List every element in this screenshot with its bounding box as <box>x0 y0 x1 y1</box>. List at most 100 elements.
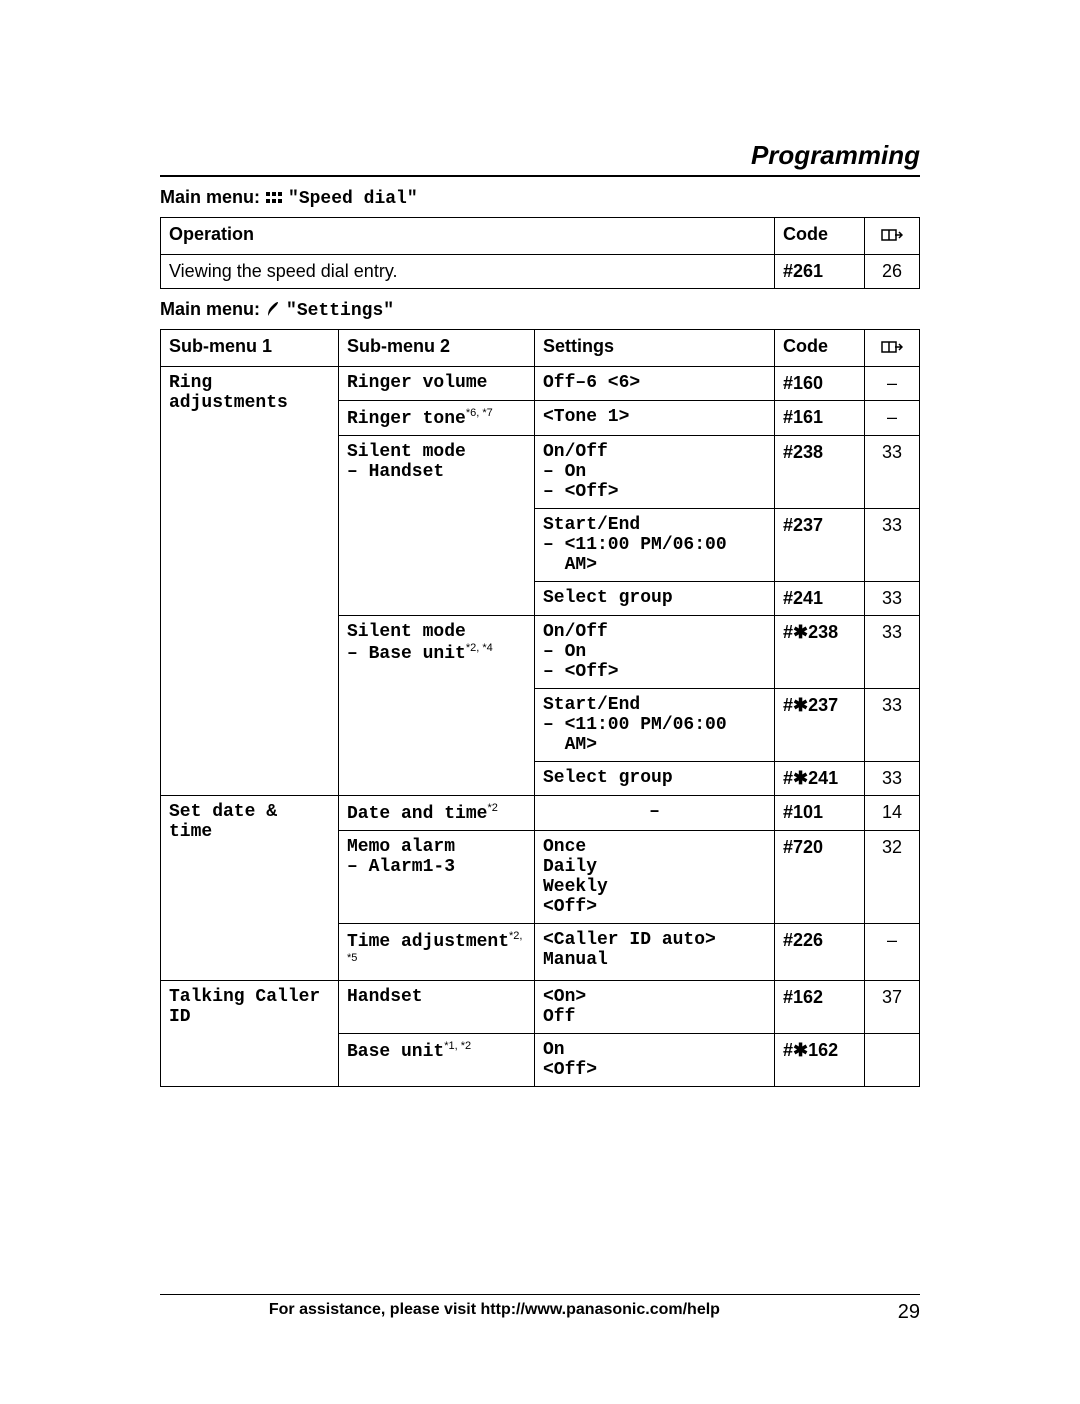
s-l3: AM> <box>543 735 597 755</box>
settings-cell: On/Off – On – <Off> <box>535 436 775 509</box>
s-l1: <On> <box>543 987 586 1007</box>
col-code: Code <box>775 218 865 255</box>
table-row: Set date & time Date and time*2 – #101 1… <box>161 796 920 831</box>
settings-cell: Start/End – <11:00 PM/06:00 AM> <box>535 509 775 582</box>
sm2-l2: – Handset <box>347 462 444 482</box>
table-row: Talking Caller ID Handset <On> Off #162 … <box>161 981 920 1034</box>
settings-cell: Select group <box>535 582 775 616</box>
s-l2: Manual <box>543 950 608 970</box>
footnote-ref: *6, *7 <box>466 407 493 419</box>
col-page-icon <box>865 218 920 255</box>
sm2-l1: Silent mode <box>347 442 466 462</box>
s-l2: Daily <box>543 857 597 877</box>
section-title: Programming <box>160 140 920 177</box>
table-header-row: Operation Code <box>161 218 920 255</box>
code-cell: #✱237 <box>775 689 865 762</box>
code-cell: #101 <box>775 796 865 831</box>
table-header-row: Sub-menu 1 Sub-menu 2 Settings Code <box>161 330 920 367</box>
page-number: 29 <box>898 1301 920 1324</box>
settings-cell: On <Off> <box>535 1034 775 1087</box>
s-l2: – On <box>543 462 586 482</box>
s-l1: On/Off <box>543 442 608 462</box>
settings-cell: – <box>535 796 775 831</box>
page-ref-icon <box>881 227 903 248</box>
op-cell: Viewing the speed dial entry. <box>161 255 775 289</box>
code-cell: #✱238 <box>775 616 865 689</box>
page-cell: 33 <box>865 616 920 689</box>
sm1-cell: Set date & time <box>161 796 339 981</box>
settings-cell: <Tone 1> <box>535 401 775 436</box>
code-cell: #237 <box>775 509 865 582</box>
page-cell: 33 <box>865 582 920 616</box>
sm1-cell: Talking Caller ID <box>161 981 339 1087</box>
footer-assistance-text: For assistance, please visit http://www.… <box>160 1301 829 1319</box>
page-cell: 14 <box>865 796 920 831</box>
settings-table: Sub-menu 1 Sub-menu 2 Settings Code Ring… <box>160 329 920 1087</box>
code-cell: #160 <box>775 367 865 401</box>
sm2-cell: Silent mode – Handset <box>339 436 535 616</box>
settings-cell: Off–6 <6> <box>535 367 775 401</box>
sm2-cell: Handset <box>339 981 535 1034</box>
code-cell: #226 <box>775 924 865 981</box>
sm2-cell: Ringer volume <box>339 367 535 401</box>
page-cell: 33 <box>865 689 920 762</box>
sm2-cell: Time adjustment*2, *5 <box>339 924 535 981</box>
code-cell: #238 <box>775 436 865 509</box>
sm2-text: Date and time <box>347 804 487 824</box>
col-code: Code <box>775 330 865 367</box>
s-l3: Weekly <box>543 877 608 897</box>
sm2-cell: Date and time*2 <box>339 796 535 831</box>
page-cell: 33 <box>865 509 920 582</box>
s-l2: Off <box>543 1007 575 1027</box>
settings-cell: On/Off – On – <Off> <box>535 616 775 689</box>
code-cell: #✱162 <box>775 1034 865 1087</box>
table-row: Viewing the speed dial entry. #261 26 <box>161 255 920 289</box>
col-settings: Settings <box>535 330 775 367</box>
speed-dial-icon <box>265 190 283 211</box>
s-l1: On/Off <box>543 622 608 642</box>
speed-dial-table: Operation Code Viewing the speed dial en… <box>160 217 920 289</box>
settings-cell: <On> Off <box>535 981 775 1034</box>
page-cell: – <box>865 401 920 436</box>
s-l3: – <Off> <box>543 662 619 682</box>
s-l1: Start/End <box>543 695 640 715</box>
sm2-cell: Memo alarm – Alarm1-3 <box>339 831 535 924</box>
s-l2: – <11:00 PM/06:00 <box>543 535 727 555</box>
page-cell: 32 <box>865 831 920 924</box>
sm2-l1: Silent mode <box>347 622 466 642</box>
col-submenu1: Sub-menu 1 <box>161 330 339 367</box>
settings-menu-text: "Settings" <box>286 301 394 321</box>
speed-dial-menu-text: "Speed dial" <box>288 189 418 209</box>
sm2-l1: Memo alarm <box>347 837 455 857</box>
footnote-ref: *2, *4 <box>466 642 493 654</box>
s-l1: On <box>543 1040 565 1060</box>
sm1-cell: Ring adjustments <box>161 367 339 796</box>
code-cell: #241 <box>775 582 865 616</box>
page-cell: – <box>865 367 920 401</box>
sm2-cell: Base unit*1, *2 <box>339 1034 535 1087</box>
page-cell: – <box>865 924 920 981</box>
code-cell: #261 <box>775 255 865 289</box>
settings-cell: <Caller ID auto> Manual <box>535 924 775 981</box>
col-submenu2: Sub-menu 2 <box>339 330 535 367</box>
s-l2: <Off> <box>543 1060 597 1080</box>
settings-menu-line: Main menu: "Settings" <box>160 299 920 323</box>
s-l1: Once <box>543 837 586 857</box>
sm2-l2: – Alarm1-3 <box>347 857 455 877</box>
sm2-cell: Silent mode – Base unit*2, *4 <box>339 616 535 796</box>
code-cell: #720 <box>775 831 865 924</box>
menu-prefix: Main menu: <box>160 299 265 319</box>
footnote-ref: *2 <box>487 802 497 814</box>
code-cell: #161 <box>775 401 865 436</box>
sm2-cell: Ringer tone*6, *7 <box>339 401 535 436</box>
page-cell: 33 <box>865 436 920 509</box>
settings-cell: Select group <box>535 762 775 796</box>
sm2-l2: – Base unit <box>347 644 466 664</box>
sm2-text: Ringer tone <box>347 409 466 429</box>
settings-cell: Once Daily Weekly <Off> <box>535 831 775 924</box>
table-row: Ring adjustments Ringer volume Off–6 <6>… <box>161 367 920 401</box>
menu-prefix: Main menu: <box>160 187 265 207</box>
s-l3: AM> <box>543 555 597 575</box>
page-cell: 37 <box>865 981 920 1034</box>
settings-icon <box>265 300 281 323</box>
